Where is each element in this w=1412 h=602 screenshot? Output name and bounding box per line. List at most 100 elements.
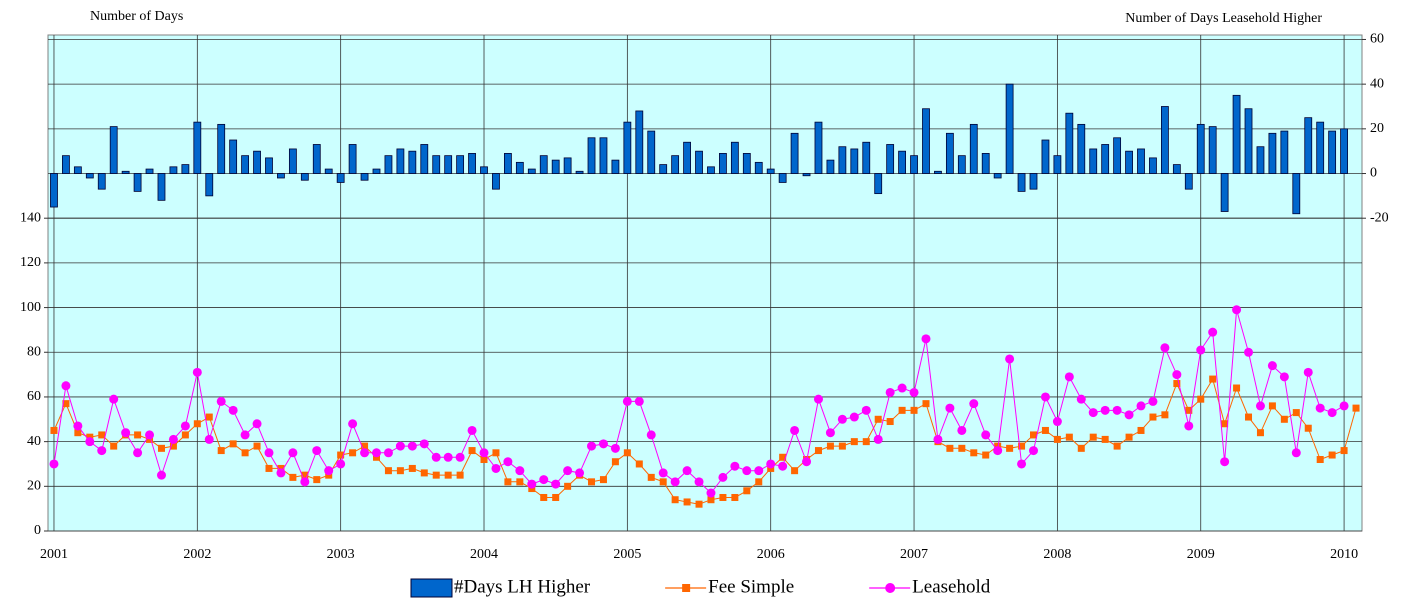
legend-label: #Days LH Higher bbox=[454, 576, 591, 597]
marker bbox=[683, 498, 691, 506]
marker bbox=[1052, 417, 1062, 427]
y-tick-label: 60 bbox=[27, 389, 41, 404]
marker bbox=[145, 430, 155, 440]
bar bbox=[814, 121, 823, 174]
marker bbox=[1160, 343, 1170, 353]
marker bbox=[121, 428, 131, 438]
marker bbox=[539, 475, 549, 485]
marker bbox=[74, 429, 82, 437]
marker bbox=[1136, 401, 1146, 411]
marker bbox=[922, 400, 930, 408]
bar bbox=[1041, 139, 1050, 174]
bar bbox=[312, 144, 321, 174]
marker bbox=[755, 478, 763, 486]
bar bbox=[1256, 146, 1265, 174]
marker bbox=[349, 449, 357, 457]
marker bbox=[622, 396, 632, 406]
y2-tick-label: -20 bbox=[1370, 210, 1389, 225]
marker bbox=[384, 467, 392, 475]
marker bbox=[1209, 375, 1217, 383]
bar bbox=[85, 173, 94, 179]
bar bbox=[898, 150, 906, 174]
marker bbox=[1255, 401, 1265, 411]
marker bbox=[731, 493, 739, 501]
legend: #Days LH Higher Fee Simple Leasehold bbox=[410, 576, 991, 598]
bar bbox=[623, 121, 632, 174]
bar bbox=[503, 153, 512, 174]
bar bbox=[288, 148, 297, 174]
bar bbox=[1328, 130, 1337, 174]
bar bbox=[62, 155, 70, 174]
marker bbox=[1124, 410, 1134, 420]
bar bbox=[1268, 132, 1277, 174]
marker bbox=[897, 383, 907, 393]
marker bbox=[456, 471, 464, 479]
marker bbox=[1148, 396, 1158, 406]
marker bbox=[1268, 402, 1276, 410]
bar bbox=[754, 161, 763, 174]
marker bbox=[288, 448, 298, 458]
bar bbox=[719, 153, 727, 174]
bar bbox=[181, 164, 190, 174]
marker bbox=[265, 464, 273, 472]
bar bbox=[1220, 173, 1229, 212]
marker bbox=[969, 399, 979, 409]
marker bbox=[336, 459, 346, 469]
marker bbox=[252, 419, 262, 429]
marker bbox=[444, 471, 452, 479]
bar bbox=[862, 141, 871, 174]
marker bbox=[372, 448, 381, 458]
bar bbox=[515, 161, 524, 174]
marker bbox=[1221, 420, 1229, 428]
marker bbox=[694, 477, 704, 487]
marker bbox=[552, 493, 560, 501]
bar bbox=[826, 159, 835, 174]
marker bbox=[1137, 426, 1145, 434]
marker bbox=[109, 394, 119, 404]
marker bbox=[563, 466, 573, 476]
marker bbox=[588, 478, 596, 486]
bar bbox=[253, 150, 261, 174]
marker bbox=[610, 443, 620, 453]
marker bbox=[993, 446, 1003, 456]
bar bbox=[874, 173, 883, 195]
bar bbox=[671, 155, 680, 174]
marker bbox=[1005, 354, 1015, 364]
marker bbox=[1041, 426, 1049, 434]
marker bbox=[779, 453, 787, 461]
bar bbox=[539, 155, 548, 174]
marker bbox=[838, 442, 846, 450]
marker bbox=[1173, 380, 1181, 388]
x-tick-label: 2007 bbox=[900, 547, 928, 562]
marker bbox=[408, 464, 416, 472]
y-tick-label: 100 bbox=[20, 300, 41, 315]
marker bbox=[742, 466, 752, 476]
bar bbox=[1161, 106, 1169, 174]
marker bbox=[467, 425, 477, 435]
bar bbox=[1196, 123, 1205, 174]
marker bbox=[204, 434, 214, 444]
legend-marker bbox=[682, 584, 691, 592]
y2-tick-label: 0 bbox=[1370, 166, 1377, 181]
marker bbox=[861, 405, 871, 415]
marker bbox=[946, 444, 954, 452]
marker bbox=[1256, 429, 1264, 437]
bar bbox=[1005, 83, 1014, 174]
bar bbox=[241, 155, 250, 174]
marker bbox=[647, 473, 655, 481]
bar bbox=[1089, 148, 1098, 174]
x-tick-label: 2009 bbox=[1187, 547, 1215, 562]
bar bbox=[563, 157, 572, 174]
bar bbox=[886, 144, 895, 174]
marker bbox=[707, 496, 715, 504]
marker bbox=[241, 449, 249, 457]
bar bbox=[1113, 137, 1122, 174]
marker bbox=[1006, 444, 1014, 452]
marker bbox=[1029, 446, 1038, 456]
marker bbox=[229, 440, 237, 448]
bar bbox=[121, 170, 130, 174]
marker bbox=[791, 467, 799, 475]
bar bbox=[1125, 150, 1133, 174]
marker bbox=[419, 439, 429, 449]
